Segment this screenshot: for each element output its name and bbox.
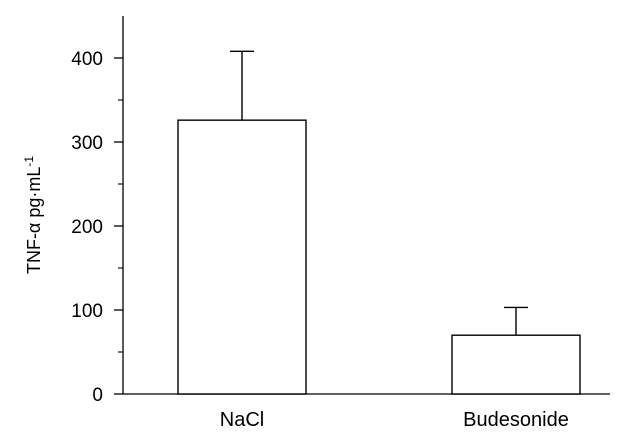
y-tick-label-300: 300 — [71, 133, 103, 154]
y-tick-label-100: 100 — [71, 301, 103, 322]
bar-nacl — [178, 120, 306, 394]
y-tick-label-400: 400 — [71, 49, 103, 70]
bars — [178, 51, 580, 394]
y-axis-label: TNF-α pg·mL-1 — [22, 156, 44, 274]
y-tick-label-200: 200 — [71, 217, 103, 238]
y-tick-label-0: 0 — [92, 385, 103, 406]
x-tick-labels: NaCl Budesonide — [220, 409, 569, 431]
y-ticks: 0 100 200 300 400 — [71, 49, 123, 406]
x-tick-label-nacl: NaCl — [220, 409, 264, 431]
y-axis-label-main: TNF-α pg·mL — [24, 167, 44, 274]
y-axis-label-superscript: -1 — [22, 156, 36, 167]
x-tick-label-budesonide: Budesonide — [463, 409, 569, 431]
bar-budesonide — [452, 335, 580, 394]
